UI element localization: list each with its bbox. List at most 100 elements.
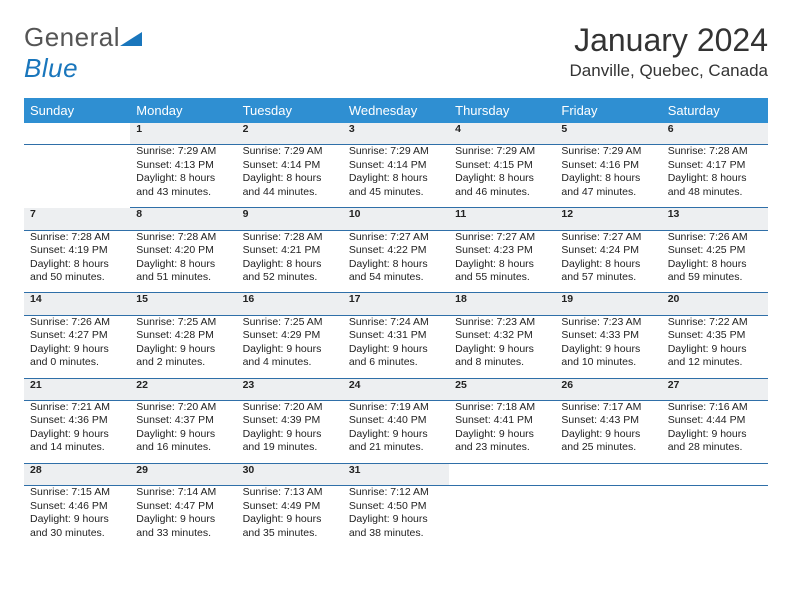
sunset-line: Sunset: 4:20 PM <box>136 244 230 257</box>
weekday-header: Friday <box>555 98 661 123</box>
day-detail-cell: Sunrise: 7:29 AMSunset: 4:13 PMDaylight:… <box>130 145 236 208</box>
sunset-line: Sunset: 4:36 PM <box>30 414 124 427</box>
day-number-cell: 24 <box>343 378 449 400</box>
day-detail-cell: Sunrise: 7:29 AMSunset: 4:14 PMDaylight:… <box>237 145 343 208</box>
day-number-cell: 3 <box>343 123 449 145</box>
month-title: January 2024 <box>570 22 768 59</box>
day-detail-row: Sunrise: 7:28 AM Sunset: 4:19 PM Daylight:… <box>24 230 768 293</box>
day-number-cell: 4 <box>449 123 555 145</box>
day-detail-cell: Sunrise: 7:22 AMSunset: 4:35 PMDaylight:… <box>662 315 768 378</box>
sunset-line: Sunset: 4:41 PM <box>455 414 549 427</box>
day-number-cell: 18 <box>449 293 555 315</box>
day-number-cell: 8 <box>130 208 236 230</box>
daylight-line: Daylight: 9 hours and 19 minutes. <box>243 428 337 455</box>
sunset-line: Sunset: 4:24 PM <box>561 244 655 257</box>
sunrise-line: Sunrise: 7:29 AM <box>349 145 443 158</box>
daylight-line: Daylight: 8 hours and 59 minutes. <box>668 258 762 285</box>
sunset-line: Sunset: 4:33 PM <box>561 329 655 342</box>
title-block: January 2024 Danville, Quebec, Canada <box>570 22 768 81</box>
sunset-line: Sunset: 4:40 PM <box>349 414 443 427</box>
daylight-line: Daylight: 9 hours and 14 minutes. <box>30 428 124 455</box>
daylight-line: Daylight: 8 hours and 52 minutes. <box>243 258 337 285</box>
day-number-cell: 29 <box>130 463 236 485</box>
sunset-line: Sunset: 4:28 PM <box>136 329 230 342</box>
daylight-line: Daylight: 9 hours and 8 minutes. <box>455 343 549 370</box>
daylight-line: Daylight: 9 hours and 30 minutes. <box>30 513 124 540</box>
day-number-cell: 16 <box>237 293 343 315</box>
daylight-line: Daylight: 9 hours and 6 minutes. <box>349 343 443 370</box>
day-detail-row: Sunrise: 7:21 AMSunset: 4:36 PMDaylight:… <box>24 401 768 464</box>
sunset-line: Sunset: 4:32 PM <box>455 329 549 342</box>
sunrise-line: Sunrise: 7:20 AM <box>243 401 337 414</box>
sunrise-line: Sunrise: 7:29 AM <box>243 145 337 158</box>
daylight-line: Daylight: 9 hours and 21 minutes. <box>349 428 443 455</box>
day-detail-cell: Sunrise: 7:27 AMSunset: 4:22 PMDaylight:… <box>343 230 449 293</box>
daylight-line: Daylight: 8 hours and 57 minutes. <box>561 258 655 285</box>
day-detail-cell: Sunrise: 7:27 AMSunset: 4:24 PMDaylight:… <box>555 230 661 293</box>
sunset-line: Sunset: 4:19 PM <box>30 244 124 257</box>
sunrise-line: Sunrise: 7:21 AM <box>30 401 124 414</box>
weekday-header: Thursday <box>449 98 555 123</box>
day-detail-cell: Sunrise: 7:25 AMSunset: 4:29 PMDaylight:… <box>237 315 343 378</box>
brand-part2: Blue <box>24 53 78 83</box>
day-number-cell: 15 <box>130 293 236 315</box>
day-detail-cell: Sunrise: 7:14 AMSunset: 4:47 PMDaylight:… <box>130 486 236 548</box>
daylight-line: Daylight: 9 hours and 4 minutes. <box>243 343 337 370</box>
sunrise-line: Sunrise: 7:23 AM <box>561 316 655 329</box>
sunrise-line: Sunrise: 7:28 AM <box>668 145 762 158</box>
daylight-line: Daylight: 9 hours and 25 minutes. <box>561 428 655 455</box>
sunset-line: Sunset: 4:37 PM <box>136 414 230 427</box>
day-number-cell: 26 <box>555 378 661 400</box>
daylight-line: Daylight: 9 hours and 33 minutes. <box>136 513 230 540</box>
sunset-line: Sunset: 4:44 PM <box>668 414 762 427</box>
sunset-line: Sunset: 4:14 PM <box>243 159 337 172</box>
day-detail-row: Sunrise: 7:26 AMSunset: 4:27 PMDaylight:… <box>24 315 768 378</box>
day-detail-cell: Sunrise: 7:16 AMSunset: 4:44 PMDaylight:… <box>662 401 768 464</box>
day-detail-cell: Sunrise: 7:29 AMSunset: 4:15 PMDaylight:… <box>449 145 555 208</box>
daynum-row: 123456 <box>24 123 768 145</box>
sunrise-line: Sunrise: 7:28 AM <box>243 231 337 244</box>
sunset-line: Sunset: 4:17 PM <box>668 159 762 172</box>
day-detail-cell: Sunrise: 7:29 AMSunset: 4:16 PMDaylight:… <box>555 145 661 208</box>
brand-logo: General Blue <box>24 22 142 84</box>
day-detail-row: Sunrise: 7:15 AMSunset: 4:46 PMDaylight:… <box>24 486 768 548</box>
calendar-page: General Blue January 2024 Danville, Queb… <box>0 0 792 568</box>
daylight-line: Daylight: 8 hours and 48 minutes. <box>668 172 762 199</box>
weekday-row: SundayMondayTuesdayWednesdayThursdayFrid… <box>24 98 768 123</box>
sunrise-line: Sunrise: 7:29 AM <box>561 145 655 158</box>
day-number-cell: 11 <box>449 208 555 230</box>
day-number-cell: 10 <box>343 208 449 230</box>
day-number-cell: 1 <box>130 123 236 145</box>
day-detail-cell: Sunrise: 7:21 AMSunset: 4:36 PMDaylight:… <box>24 401 130 464</box>
calendar-head: SundayMondayTuesdayWednesdayThursdayFrid… <box>24 98 768 123</box>
sunrise-line: Sunrise: 7:29 AM <box>455 145 549 158</box>
daynum-row: 21222324252627 <box>24 378 768 400</box>
sunrise-line: Sunrise: 7:27 AM <box>349 231 443 244</box>
daylight-line: Daylight: 8 hours and 43 minutes. <box>136 172 230 199</box>
day-detail-row: Sunrise: 7:29 AMSunset: 4:13 PMDaylight:… <box>24 145 768 208</box>
day-detail-cell: Sunrise: 7:20 AMSunset: 4:39 PMDaylight:… <box>237 401 343 464</box>
day-detail-cell: Sunrise: 7:13 AMSunset: 4:49 PMDaylight:… <box>237 486 343 548</box>
day-detail-cell: Sunrise: 7:27 AMSunset: 4:23 PMDaylight:… <box>449 230 555 293</box>
sunrise-line: Sunrise: 7:25 AM <box>136 316 230 329</box>
weekday-header: Monday <box>130 98 236 123</box>
sunrise-line: Sunrise: 7:15 AM <box>30 486 124 499</box>
day-number-cell: 14 <box>24 293 130 315</box>
day-number-cell: 21 <box>24 378 130 400</box>
sunset-line: Sunset: 4:23 PM <box>455 244 549 257</box>
weekday-header: Tuesday <box>237 98 343 123</box>
sunrise-line: Sunrise: 7:17 AM <box>561 401 655 414</box>
day-number-cell: 12 <box>555 208 661 230</box>
sunset-line: Sunset: 4:13 PM <box>136 159 230 172</box>
sunset-line: Sunset: 4:35 PM <box>668 329 762 342</box>
sunrise-line: Sunrise: 7:27 AM <box>455 231 549 244</box>
day-detail-cell: Sunrise: 7:28 AMSunset: 4:20 PMDaylight:… <box>130 230 236 293</box>
day-detail-cell: Sunrise: 7:17 AMSunset: 4:43 PMDaylight:… <box>555 401 661 464</box>
daylight-line: Daylight: 8 hours and 54 minutes. <box>349 258 443 285</box>
day-number-cell: 17 <box>343 293 449 315</box>
location-text: Danville, Quebec, Canada <box>570 61 768 81</box>
sunrise-line: Sunrise: 7:12 AM <box>349 486 443 499</box>
calendar-body: 123456Sunrise: 7:29 AMSunset: 4:13 PMDay… <box>24 123 768 548</box>
weekday-header: Wednesday <box>343 98 449 123</box>
sunrise-line: Sunrise: 7:13 AM <box>243 486 337 499</box>
